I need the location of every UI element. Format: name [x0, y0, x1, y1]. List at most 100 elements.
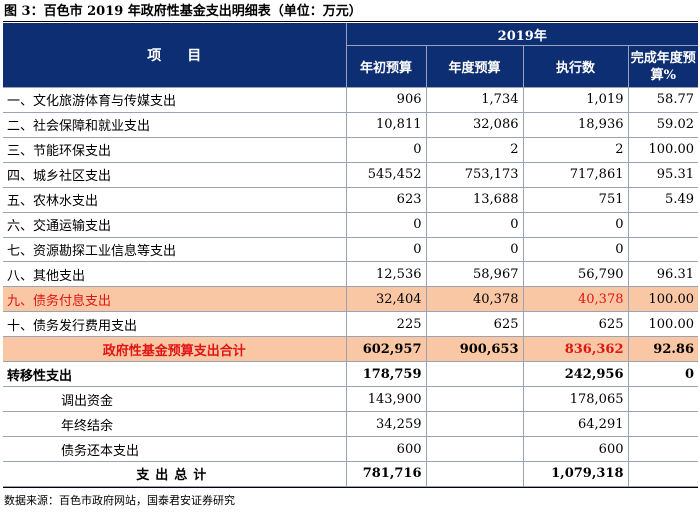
total-row: 政府性基金预算支出合计 602,957 900,653 836,362 92.86: [3, 336, 698, 363]
row-annual-budget: [426, 411, 524, 438]
header-col-pct: 完成年度预算%: [628, 45, 698, 88]
row-label: 九、债务付息支出: [3, 286, 347, 313]
row-initial-budget: 0: [346, 237, 427, 263]
row-executed: 1,079,318: [523, 461, 629, 488]
row-label: 八、其他支出: [3, 261, 347, 288]
table-row: 十、债务发行费用支出 225 625 625 100.00: [3, 311, 698, 338]
row-initial-budget: 32,404: [346, 286, 427, 313]
row-executed: 1,019: [523, 87, 629, 113]
row-executed: 178,065: [523, 386, 629, 413]
row-initial-budget: 781,716: [346, 461, 427, 488]
row-completion-pct: 5.49: [628, 187, 698, 213]
row-label: 政府性基金预算支出合计: [3, 336, 347, 363]
row-executed: 751: [523, 187, 629, 213]
row-completion-pct: 59.02: [628, 112, 698, 138]
grand-total-row: 支出总计 781,716 1,079,318: [3, 461, 698, 488]
header-col-annual: 年度预算: [426, 45, 524, 88]
row-annual-budget: 40,378: [426, 286, 524, 313]
row-completion-pct: 100.00: [628, 286, 698, 313]
row-executed: 2: [523, 137, 629, 163]
row-initial-budget: 600: [346, 436, 427, 462]
header-row-2: 年初预算 年度预算 执行数 完成年度预算%: [3, 45, 698, 88]
row-label: 五、农林水支出: [3, 187, 347, 213]
row-annual-budget: 2: [426, 137, 524, 163]
row-executed: 40,378: [523, 286, 629, 313]
row-initial-budget: 0: [346, 137, 427, 163]
row-initial-budget: 0: [346, 212, 427, 238]
row-completion-pct: 58.77: [628, 87, 698, 113]
row-label: 调出资金: [3, 386, 347, 413]
row-completion-pct: 92.86: [628, 336, 698, 363]
table-row: 九、债务付息支出 32,404 40,378 40,378 100.00: [3, 286, 698, 313]
row-completion-pct: [628, 212, 698, 238]
transfer-item-row: 调出资金 143,900 178,065: [3, 386, 698, 413]
row-executed: 18,936: [523, 112, 629, 138]
row-annual-budget: [426, 386, 524, 413]
table-row: 七、资源勘探工业信息等支出 0 0 0: [3, 237, 698, 263]
row-executed: 600: [523, 436, 629, 462]
row-completion-pct: 100.00: [628, 137, 698, 163]
row-annual-budget: 0: [426, 237, 524, 263]
table-row: 二、社会保障和就业支出 10,811 32,086 18,936 59.02: [3, 112, 698, 138]
header-col-initial: 年初预算: [346, 45, 427, 88]
bottom-rule: [3, 487, 698, 488]
row-initial-budget: 34,259: [346, 411, 427, 438]
row-annual-budget: [426, 436, 524, 462]
row-label: 三、节能环保支出: [3, 137, 347, 163]
header-col-executed: 执行数: [523, 45, 629, 88]
row-label: 年终结余: [3, 411, 347, 438]
row-label: 支出总计: [3, 461, 347, 488]
row-executed: 242,956: [523, 361, 629, 388]
table-row: 一、文化旅游体育与传媒支出 906 1,734 1,019 58.77: [3, 87, 698, 113]
table-body: 一、文化旅游体育与传媒支出 906 1,734 1,019 58.77 二、社会保障和就业…: [3, 87, 698, 488]
row-label: 转移性支出: [3, 361, 347, 388]
row-label: 十、债务发行费用支出: [3, 311, 347, 338]
row-initial-budget: 12,536: [346, 261, 427, 288]
row-annual-budget: 753,173: [426, 162, 524, 188]
row-initial-budget: 143,900: [346, 386, 427, 413]
row-initial-budget: 906: [346, 87, 427, 113]
row-completion-pct: [628, 237, 698, 263]
row-executed: 0: [523, 237, 629, 263]
row-annual-budget: 13,688: [426, 187, 524, 213]
row-completion-pct: [628, 411, 698, 438]
header-row-1: 项目 2019年: [3, 23, 698, 88]
row-completion-pct: 96.31: [628, 261, 698, 288]
row-executed: 836,362: [523, 336, 629, 363]
transfer-item-row: 债务还本支出 600 600: [3, 436, 698, 462]
row-label: 债务还本支出: [3, 436, 347, 462]
row-completion-pct: [628, 461, 698, 488]
row-completion-pct: [628, 386, 698, 413]
row-annual-budget: 0: [426, 212, 524, 238]
row-executed: 717,861: [523, 162, 629, 188]
row-initial-budget: 225: [346, 311, 427, 338]
transfer-item-row: 年终结余 34,259 64,291: [3, 411, 698, 438]
row-annual-budget: 625: [426, 311, 524, 338]
transfer-row: 转移性支出 178,759 242,956 0: [3, 361, 698, 388]
row-completion-pct: [628, 436, 698, 462]
row-label: 四、城乡社区支出: [3, 162, 347, 188]
row-annual-budget: 1,734: [426, 87, 524, 113]
table-row: 五、农林水支出 623 13,688 751 5.49: [3, 187, 698, 213]
table-row: 六、交通运输支出 0 0 0: [3, 212, 698, 238]
row-executed: 64,291: [523, 411, 629, 438]
row-initial-budget: 623: [346, 187, 427, 213]
row-annual-budget: 58,967: [426, 261, 524, 288]
row-executed: 625: [523, 311, 629, 338]
header-year-label: 2019年: [346, 23, 698, 47]
table-row: 四、城乡社区支出 545,452 753,173 717,861 95.31: [3, 162, 698, 188]
row-label: 六、交通运输支出: [3, 212, 347, 238]
table-row: 八、其他支出 12,536 58,967 56,790 96.31: [3, 261, 698, 288]
row-initial-budget: 602,957: [346, 336, 427, 363]
top-rule: [3, 21, 698, 22]
row-executed: 56,790: [523, 261, 629, 288]
header-item-label: 项目: [3, 23, 347, 88]
row-annual-budget: 32,086: [426, 112, 524, 138]
expenditure-table: 项目 2019年 年初预算 年度预算 执行数 完成年度预算% 一、文化旅游体育与…: [3, 23, 698, 488]
row-label: 七、资源勘探工业信息等支出: [3, 237, 347, 263]
row-executed: 0: [523, 212, 629, 238]
row-initial-budget: 545,452: [346, 162, 427, 188]
row-initial-budget: 10,811: [346, 112, 427, 138]
row-completion-pct: 0: [628, 361, 698, 388]
row-initial-budget: 178,759: [346, 361, 427, 388]
